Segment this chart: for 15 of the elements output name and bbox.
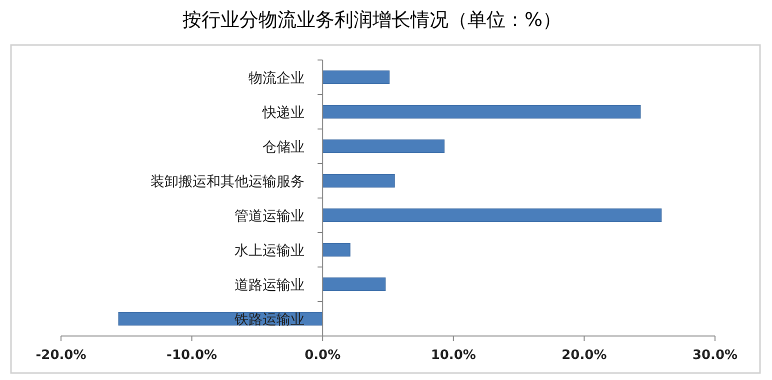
y-tick-label: 装卸搬运和其他运输服务 bbox=[150, 174, 305, 190]
y-tick-label: 快递业 bbox=[262, 104, 305, 121]
y-tick-label: 管道运输业 bbox=[234, 208, 305, 224]
x-tick-label: -10.0% bbox=[166, 348, 218, 363]
y-tick-label: 道路运输业 bbox=[234, 277, 305, 294]
x-tick-label: 30.0% bbox=[692, 348, 738, 363]
x-tick-label: 20.0% bbox=[562, 348, 607, 363]
x-tick-label: -20.0% bbox=[36, 348, 86, 363]
x-tick-label: 0.0% bbox=[304, 348, 341, 363]
y-tick-label: 物流企业 bbox=[248, 70, 305, 86]
y-tick-label: 仓储业 bbox=[262, 139, 305, 156]
x-tick-label: 10.0% bbox=[430, 348, 476, 363]
y-tick-label: 水上运输业 bbox=[234, 242, 305, 259]
chart-title: 按行业分物流业务利润增长情况（单位：%） bbox=[182, 9, 562, 31]
y-tick-label: 铁路运输业 bbox=[234, 312, 305, 328]
